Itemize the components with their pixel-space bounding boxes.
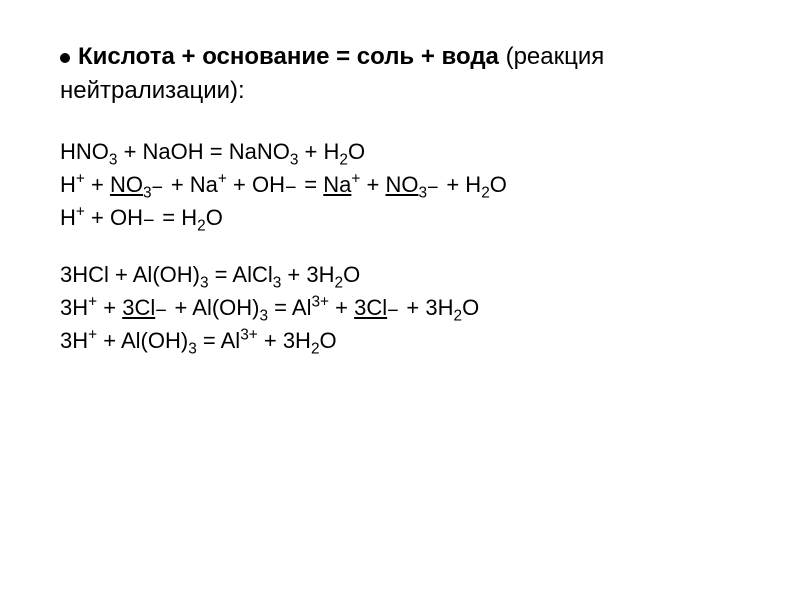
equation-2-2: 3H+ + 3Cl− + Al(OH)3 = Al3+ + 3Cl− + 3H2… <box>60 291 750 324</box>
equation-block-1: HNO3 + NaOH = NaNO3 + H2O H+ + NO3− + Na… <box>60 135 750 234</box>
header-line2: нейтрализации): <box>60 77 245 104</box>
equation-2-1: 3HCl + Al(OH)3 = AlCl3 + 3H2O <box>60 258 750 291</box>
equation-block-2: 3HCl + Al(OH)3 = AlCl3 + 3H2O 3H+ + 3Cl−… <box>60 258 750 357</box>
header-tail: (реакция <box>499 43 604 70</box>
equation-1-1: HNO3 + NaOH = NaNO3 + H2O <box>60 135 750 168</box>
equation-1-2: H+ + NO3− + Na+ + OH− = Na+ + NO3− + H2O <box>60 168 750 201</box>
bullet-icon <box>60 53 70 63</box>
header-block: Кислота + основание = соль + вода (реакц… <box>60 40 750 107</box>
header-bold: Кислота + основание = соль + вода <box>78 43 499 70</box>
equation-2-3: 3H+ + Al(OH)3 = Al3+ + 3H2O <box>60 324 750 357</box>
page-container: Кислота + основание = соль + вода (реакц… <box>0 0 800 421</box>
equation-1-3: H+ + OH− = H2O <box>60 201 750 234</box>
